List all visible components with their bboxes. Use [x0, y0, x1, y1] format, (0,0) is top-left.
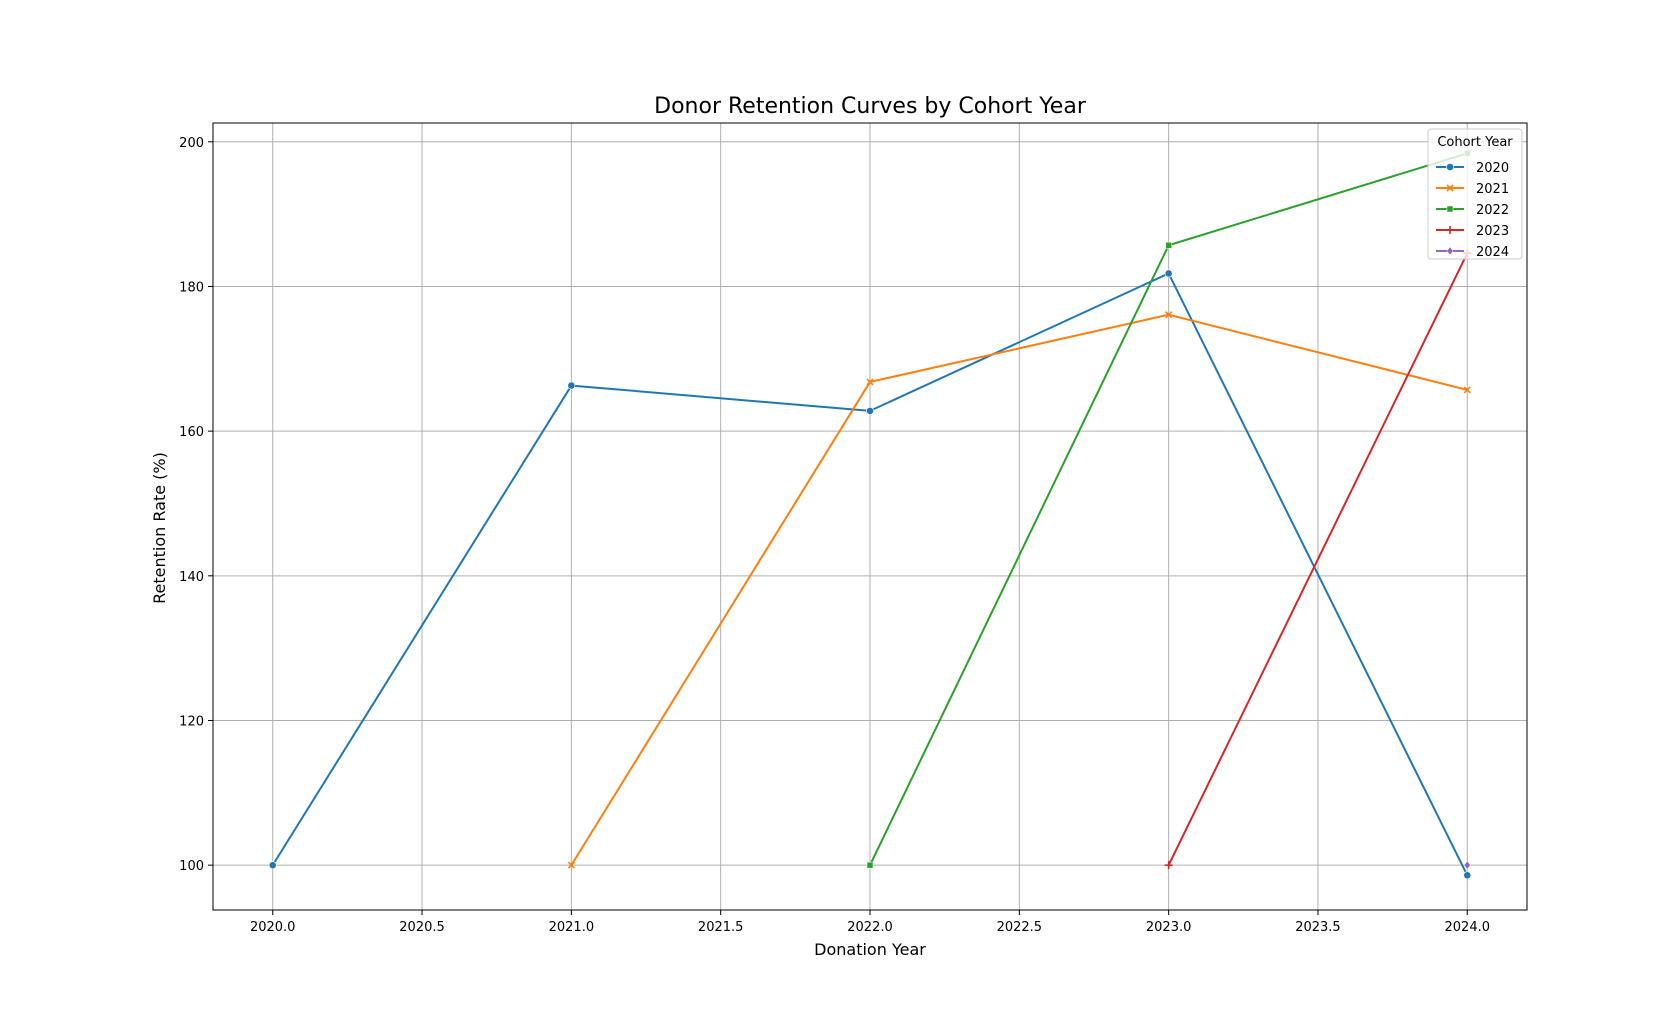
y-tick-label: 160: [179, 425, 204, 440]
data-point-2023: [1164, 861, 1173, 870]
data-point-2022: [866, 861, 874, 869]
x-tick-label: 2022.5: [997, 920, 1043, 935]
x-tick-label: 2023.5: [1295, 920, 1341, 935]
x-axis-ticks: 2020.0 2020.5 2021.0 2021.5 2022.0 2022.5 2023…: [250, 910, 1490, 935]
x-tick-label: 2024.0: [1445, 920, 1491, 935]
data-point-2024: [1463, 860, 1471, 870]
data-point-2020: [268, 861, 277, 870]
data-point-2022: [1165, 241, 1172, 249]
series-layer: [268, 150, 1472, 880]
y-tick-label: 120: [179, 714, 204, 729]
legend-item-2020: 2020: [1436, 161, 1509, 176]
legend-marker: [1446, 163, 1454, 171]
legend-label: 2024: [1476, 245, 1509, 260]
legend-items: 2020 2021 2022 2023 2024: [1436, 161, 1509, 260]
data-point-2020: [1164, 269, 1173, 278]
legend-label: 2021: [1476, 182, 1509, 197]
series-line-2021: [570, 313, 1468, 866]
legend: Cohort Year 2020 2021 2022 2023 2024: [1427, 128, 1523, 260]
data-point-2021: [1165, 311, 1173, 319]
y-tick-label: 100: [179, 859, 204, 874]
x-axis-label: Donation Year: [814, 940, 926, 959]
chart-title: Donor Retention Curves by Cohort Year: [654, 94, 1087, 119]
legend-label: 2022: [1476, 203, 1509, 218]
x-tick-label: 2022.0: [847, 920, 893, 935]
y-tick-label: 180: [179, 280, 204, 295]
series-line-2023: [1167, 252, 1469, 866]
legend-label: 2020: [1476, 161, 1509, 176]
legend-marker: [1446, 184, 1454, 192]
legend-marker: [1446, 205, 1454, 213]
x-tick-label: 2020.0: [250, 920, 296, 935]
data-point-2021: [567, 861, 575, 869]
x-tick-label: 2023.0: [1146, 920, 1192, 935]
legend-item-2022: 2022: [1436, 203, 1509, 218]
y-axis-ticks: 100 120 140 160 180 200: [179, 136, 213, 874]
x-tick-label: 2021.0: [549, 920, 595, 935]
series-2024: [1463, 860, 1471, 870]
data-point-2020: [567, 381, 576, 390]
x-tick-label: 2020.5: [399, 920, 445, 935]
data-point-2021: [1463, 386, 1471, 394]
data-point-2020: [866, 406, 874, 415]
series-2021: [567, 311, 1471, 869]
y-tick-label: 140: [179, 570, 204, 585]
legend-marker: [1446, 246, 1454, 256]
y-axis-label: Retention Rate (%): [150, 452, 169, 604]
series-2020: [268, 269, 1472, 880]
legend-item-2023: 2023: [1436, 224, 1509, 239]
legend-item-2021: 2021: [1436, 182, 1509, 197]
data-point-2021: [866, 378, 874, 386]
data-point-2020: [1463, 871, 1472, 880]
legend-marker: [1446, 226, 1454, 234]
legend-label: 2023: [1476, 224, 1509, 239]
legend-box: [1427, 128, 1523, 260]
legend-title: Cohort Year: [1437, 135, 1513, 150]
legend-item-2024: 2024: [1436, 245, 1509, 260]
y-tick-label: 200: [179, 136, 204, 151]
x-tick-label: 2021.5: [698, 920, 744, 935]
